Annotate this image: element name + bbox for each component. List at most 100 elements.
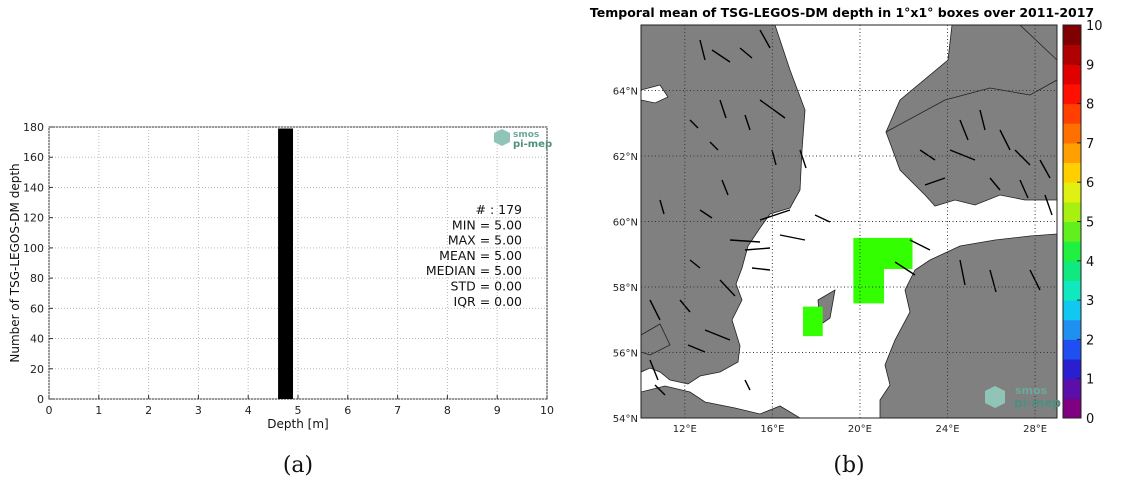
ship-track-segment <box>1039 159 1051 179</box>
latitude-tick-label: 64°N <box>613 87 638 98</box>
x-tick-label: 0 <box>46 404 53 417</box>
ship-track-segment <box>779 234 806 241</box>
ship-track-segment <box>744 114 751 131</box>
colorbar-segment <box>1063 359 1081 380</box>
ship-track-segment <box>979 109 986 131</box>
ship-track-segment <box>649 299 661 321</box>
y-tick-label: 180 <box>23 121 44 134</box>
stats-line: MIN = 5.00 <box>452 217 522 232</box>
map-land <box>641 25 1057 418</box>
histogram-bars <box>278 128 294 399</box>
colorbar-segment <box>1063 398 1081 419</box>
x-tick-label: 2 <box>145 404 152 417</box>
ship-track-segment <box>689 259 701 269</box>
y-tick-label: 140 <box>23 181 44 194</box>
colorbar-segment <box>1063 300 1081 321</box>
smos-pi-mep-logo: smos pi-mep <box>494 129 552 150</box>
smos-pi-mep-logo-map: smos pi-mep <box>985 384 1061 410</box>
x-tick-label: 10 <box>540 404 554 417</box>
longitude-tick-label: 20°E <box>848 424 872 435</box>
x-tick-label: 5 <box>295 404 302 417</box>
cube-logo-icon <box>494 129 510 146</box>
ship-track-segment <box>709 141 719 151</box>
map-panel: Temporal mean of TSG-LEGOS-DM depth in 1… <box>590 5 1103 478</box>
ship-track-segment <box>721 179 729 196</box>
logo-map-line1: smos <box>1015 384 1048 397</box>
y-tick-label: 0 <box>37 393 44 406</box>
latitude-tick-label: 62°N <box>613 152 638 163</box>
ship-track-segment <box>799 149 807 169</box>
ship-track-segment <box>687 344 706 353</box>
longitude-tick-label: 12°E <box>673 424 697 435</box>
ship-track-segment <box>924 177 946 186</box>
x-tick-label: 6 <box>344 404 351 417</box>
ship-track-segment <box>649 359 659 381</box>
colorbar-segment <box>1063 221 1081 242</box>
y-tick-label: 80 <box>30 272 44 285</box>
logo-map-line2: pi-mep <box>1014 396 1061 410</box>
colorbar-segment <box>1063 83 1081 105</box>
colorbar-segment <box>1063 241 1081 262</box>
x-tick-label: 4 <box>245 404 252 417</box>
land-denmark <box>641 385 801 418</box>
ship-track-segment <box>949 149 976 161</box>
y-tick-label: 160 <box>23 151 44 164</box>
ship-track-segment <box>739 47 753 59</box>
colorbar-tick-label: 7 <box>1086 137 1094 152</box>
y-tick-label: 100 <box>23 242 44 255</box>
latitude-tick-label: 60°N <box>613 218 638 229</box>
colorbar-segment <box>1063 25 1081 46</box>
colorbar-segment <box>1063 123 1081 144</box>
ship-track-segment <box>759 29 771 49</box>
histogram-bar <box>278 128 294 399</box>
ship-track-segment <box>919 149 936 161</box>
latitude-tick-label: 56°N <box>613 349 638 360</box>
ship-track-segment <box>711 49 731 63</box>
x-tick-label: 7 <box>394 404 401 417</box>
colorbar-segment <box>1063 44 1081 65</box>
ship-track-segment <box>1019 179 1029 199</box>
colorbar-tick-label: 10 <box>1086 19 1103 34</box>
logo-line2: pi-mep <box>513 139 552 150</box>
ship-track-segment <box>704 329 731 341</box>
colorbar-tick-label: 8 <box>1086 98 1094 113</box>
land-islands <box>641 323 671 356</box>
x-tick-label: 8 <box>444 404 451 417</box>
land-norway-jags <box>641 84 669 104</box>
land-baltic-states <box>879 233 1057 418</box>
ship-track-segment <box>659 199 665 215</box>
ship-track-segment <box>744 379 751 391</box>
panel-a-caption: (a) <box>283 453 313 478</box>
colorbar-segment <box>1063 280 1081 301</box>
colorbar-segment <box>1063 378 1081 399</box>
colorbar-tick-label: 1 <box>1086 373 1094 388</box>
histogram-panel: 0 1 2 3 4 5 6 7 8 9 10 0 20 40 60 80 100 120 140 160 180 De… <box>8 121 554 478</box>
ship-track-segment <box>719 279 736 297</box>
ship-track-segment <box>814 214 831 223</box>
ship-track-segment <box>1044 194 1053 216</box>
colorbar-segment <box>1063 64 1081 85</box>
land-finland-south <box>885 79 1057 207</box>
longitude-tick-label: 28°E <box>1023 424 1047 435</box>
histogram-x-ticks: 0 1 2 3 4 5 6 7 8 9 10 <box>46 395 554 417</box>
colorbar-tick-label: 5 <box>1086 216 1094 231</box>
stats-line: # : 179 <box>476 202 523 217</box>
ship-track-segment <box>759 209 791 221</box>
histogram-x-axis-label: Depth [m] <box>267 417 328 431</box>
y-tick-label: 60 <box>30 302 44 315</box>
colorbar-tick-label: 6 <box>1086 176 1094 191</box>
longitude-tick-label: 16°E <box>760 424 784 435</box>
colorbar-segment <box>1063 162 1081 183</box>
colorbar-segment <box>1063 182 1081 203</box>
ship-track-segment <box>719 99 727 119</box>
colorbar-segment <box>1063 201 1081 222</box>
ship-track-segment <box>1014 149 1031 166</box>
stats-line: MAX = 5.00 <box>448 233 522 248</box>
x-tick-label: 3 <box>195 404 202 417</box>
data-cell <box>803 306 823 337</box>
ship-track-segment <box>744 247 771 251</box>
ship-track-segment <box>699 39 706 61</box>
map-graticule <box>641 25 1057 419</box>
